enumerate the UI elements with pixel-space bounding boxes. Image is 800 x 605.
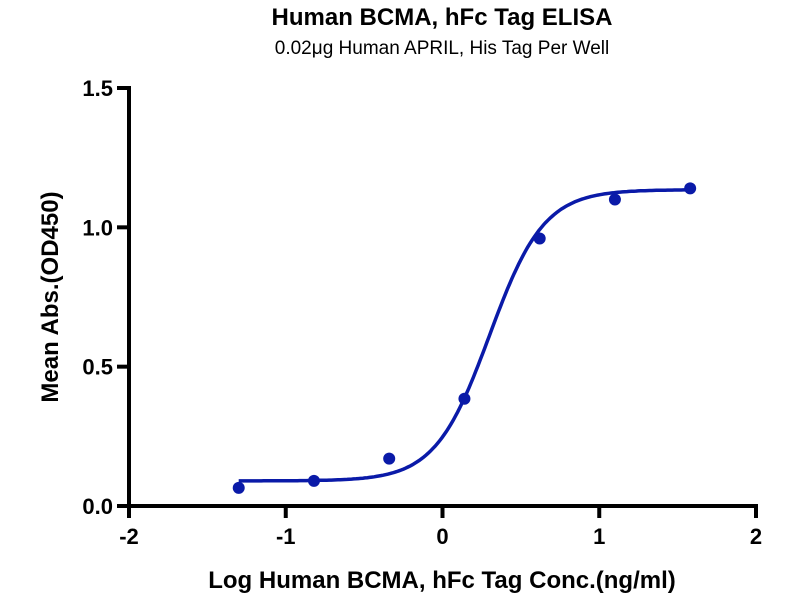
x-tick-label: 1 [593, 524, 605, 549]
data-point [533, 232, 546, 245]
x-axis-label: Log Human BCMA, hFc Tag Conc.(ng/ml) [208, 567, 676, 594]
chart-subtitle: 0.02μg Human APRIL, His Tag Per Well [275, 38, 609, 59]
data-point [608, 193, 621, 206]
data-point [307, 474, 320, 487]
y-tick-label: 0.0 [82, 494, 113, 519]
data-point [383, 452, 396, 465]
x-tick-label: -2 [119, 524, 139, 549]
x-tick-label: 0 [436, 524, 448, 549]
data-point [684, 182, 697, 195]
y-tick-label: 0.5 [82, 355, 113, 380]
y-axis-label: Mean Abs.(OD450) [37, 191, 64, 402]
fit-curve [238, 188, 691, 483]
x-tick-label: -1 [276, 524, 296, 549]
chart-title: Human BCMA, hFc Tag ELISA [272, 4, 613, 31]
y-tick-label: 1.0 [82, 215, 113, 240]
x-tick-label: 2 [750, 524, 762, 549]
data-point [458, 392, 471, 405]
data-point [232, 481, 245, 494]
y-tick-label: 1.5 [82, 76, 113, 101]
